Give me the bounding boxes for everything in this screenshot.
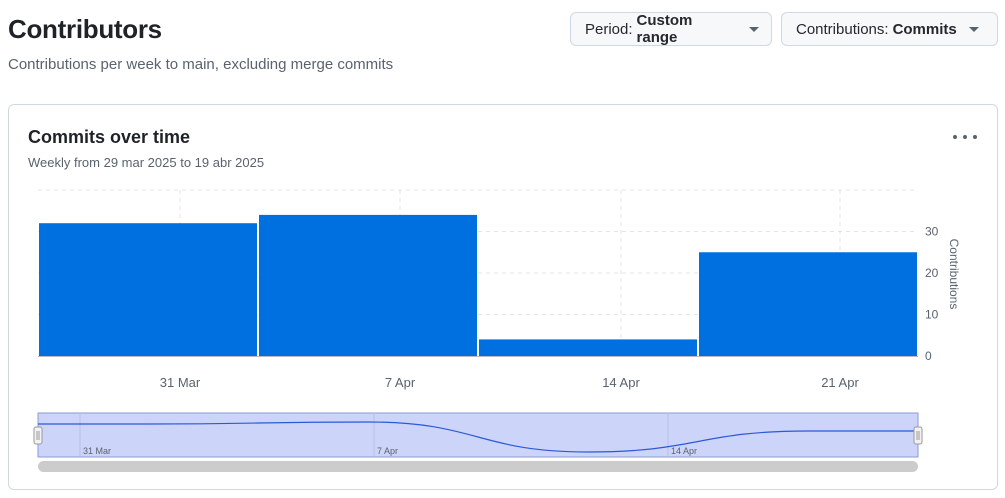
x-tick-label: 21 Apr: [821, 375, 859, 390]
y-tick-label: 20: [925, 266, 939, 280]
caret-down-icon: [749, 26, 759, 32]
x-tick-label: 14 Apr: [602, 375, 640, 390]
navigator-handle-right[interactable]: [913, 426, 923, 445]
x-tick-label: 7 Apr: [385, 375, 416, 390]
bar-1[interactable]: [39, 223, 257, 356]
bar-2[interactable]: [259, 214, 477, 356]
y-tick-label: 0: [925, 349, 932, 363]
navigator-series-line: [38, 421, 918, 453]
y-axis-label: Contributions: [947, 239, 961, 310]
navigator-scrollbar[interactable]: [38, 461, 918, 472]
card-subtitle: Weekly from 29 mar 2025 to 19 abr 2025: [28, 155, 265, 170]
period-dropdown-label: Period:: [585, 20, 633, 38]
period-dropdown-value: Custom range: [636, 12, 693, 46]
kebab-horizontal-icon[interactable]: [953, 127, 977, 147]
contributions-dropdown-value: Commits: [892, 20, 957, 38]
page-subtitle: Contributions per week to main, excludin…: [8, 56, 394, 73]
contributions-dropdown-label: Contributions:: [796, 20, 889, 38]
navigator-handle-left[interactable]: [33, 426, 43, 445]
card-title: Commits over time: [28, 127, 191, 147]
navigator-tick-label: 14 Apr: [671, 446, 697, 456]
caret-down-icon: [968, 26, 979, 32]
contributions-dropdown[interactable]: Contributions: Commits: [781, 12, 998, 46]
bar-3[interactable]: [479, 339, 697, 356]
page-title: Contributors: [8, 14, 162, 44]
navigator-tick-label: 7 Apr: [377, 446, 398, 456]
period-dropdown[interactable]: Period: Custom range: [570, 12, 772, 46]
navigator-tick-label: 31 Mar: [83, 446, 111, 456]
x-tick-label: 31 Mar: [160, 375, 201, 390]
bar-4[interactable]: [699, 252, 917, 356]
y-tick-label: 30: [925, 225, 939, 239]
navigator-range: [37, 412, 919, 458]
y-tick-label: 10: [925, 308, 939, 322]
